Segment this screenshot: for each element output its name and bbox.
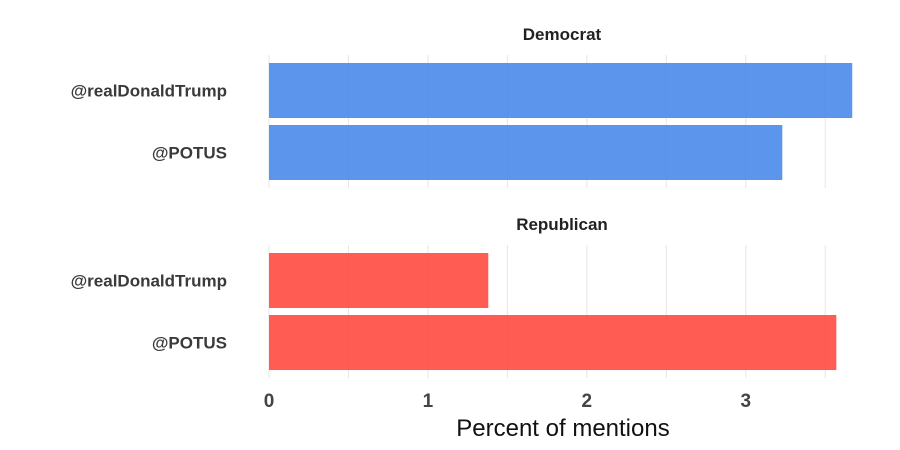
x-tick-label: 2 <box>582 391 593 412</box>
bar <box>269 125 783 180</box>
category-label: @POTUS <box>152 334 227 353</box>
x-tick-label: 3 <box>740 391 751 412</box>
x-tick-label: 0 <box>264 391 275 412</box>
bar <box>269 63 853 118</box>
bar <box>269 315 837 370</box>
panel-title: Republican <box>516 215 608 234</box>
panel-title: Democrat <box>523 25 602 44</box>
panel-republican: Republican @realDonaldTrump @POTUS <box>71 215 837 378</box>
category-label: @realDonaldTrump <box>71 272 227 291</box>
bar <box>269 253 489 308</box>
panel-democrat: Democrat @realDonaldTrump @POTUS <box>71 25 853 188</box>
category-label: @realDonaldTrump <box>71 82 227 101</box>
category-label: @POTUS <box>152 144 227 163</box>
x-tick-label: 1 <box>423 391 434 412</box>
x-axis-title: Percent of mentions <box>456 415 669 442</box>
